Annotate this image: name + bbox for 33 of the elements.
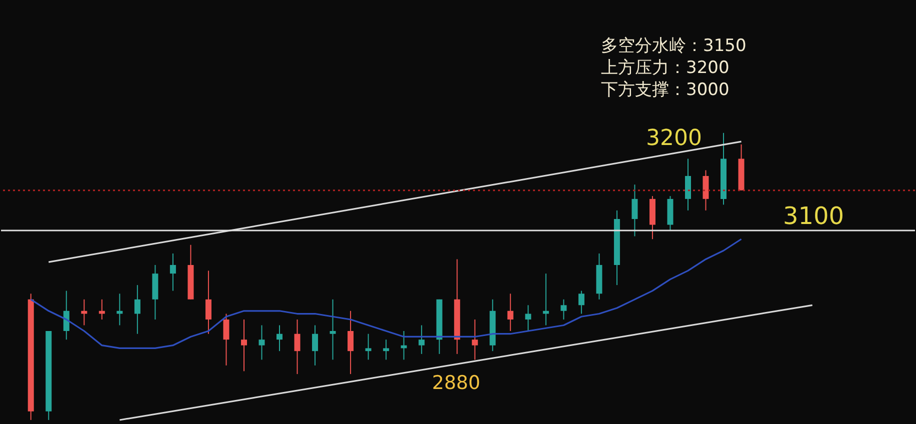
annotation: 3100 [783,202,844,230]
candlestick [81,298,88,326]
candlestick [365,333,372,360]
candlestick [63,290,70,340]
candlestick [702,170,709,211]
candlestick [418,324,425,354]
candlestick [170,252,176,292]
text: 多空分水岭：3150 [601,35,746,57]
candlestick [312,324,318,366]
candlestick [507,293,514,332]
candlestick [560,298,567,320]
candlestick [578,290,584,314]
candlestick [330,298,336,360]
annotation: 2880 [432,372,480,394]
annotation: 3200 [646,126,702,151]
candlestick [258,324,265,360]
candlestick [348,310,354,375]
candlestick [684,158,691,211]
candlestick [240,319,247,372]
candlestick [294,319,300,375]
candlestick [134,284,140,334]
candlestick [205,270,212,334]
candlestick [276,324,283,352]
text: 上方压力：3200 [601,57,730,79]
candlestick [632,184,638,237]
candlestick [383,339,390,360]
text: 下方支撑：3000 [601,79,730,101]
candlestick [542,273,549,326]
candlestick [98,298,105,320]
candlestick [472,319,478,360]
candlestick [116,293,123,326]
candlestick [223,313,230,366]
candlestick [525,304,532,332]
